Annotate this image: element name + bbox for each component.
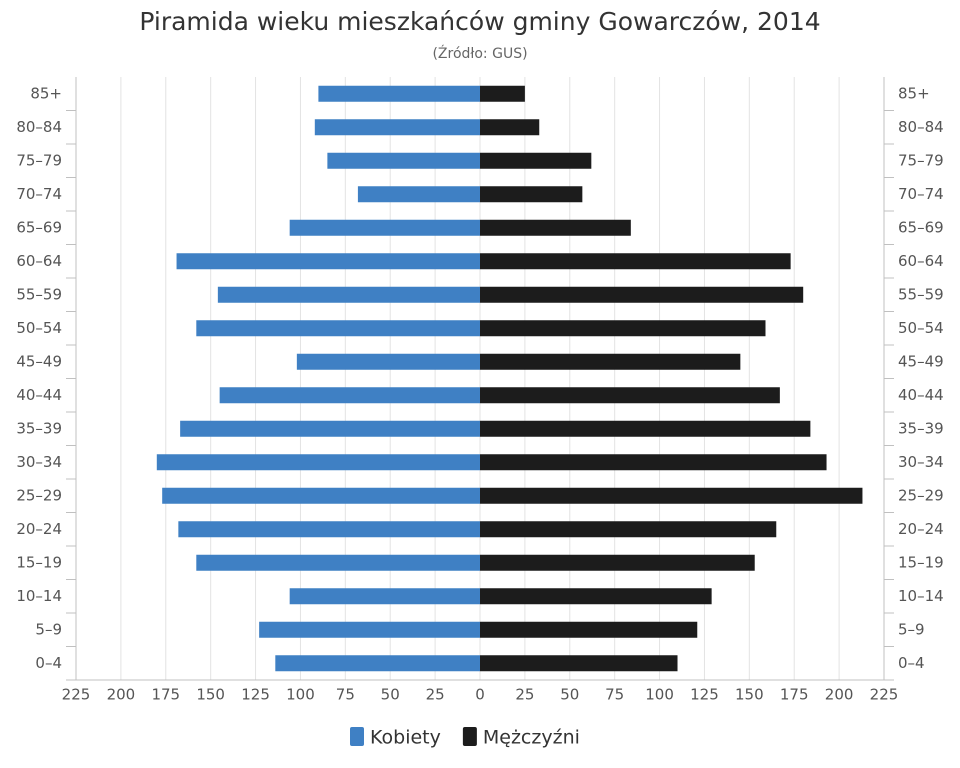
x-tick-label: 225 [62, 686, 91, 704]
bar [480, 420, 811, 437]
y-tick-label: 5–9 [35, 620, 62, 638]
y-tick-label: 15–19 [16, 553, 62, 571]
bar [275, 655, 480, 672]
bar [327, 152, 480, 169]
legend-label: Kobiety [370, 727, 441, 749]
bar [156, 454, 481, 471]
x-tick-label: 75 [605, 686, 624, 704]
y-tick-label: 30–34 [898, 453, 944, 471]
bar [480, 85, 525, 102]
y-tick-label: 5–9 [898, 620, 925, 638]
x-tick-label: 175 [780, 686, 809, 704]
x-tick-label: 50 [560, 686, 579, 704]
y-tick-label: 10–14 [898, 587, 944, 605]
y-tick-label: 55–59 [898, 285, 944, 303]
bar [296, 353, 480, 370]
y-tick-label: 70–74 [16, 185, 62, 203]
y-tick-label: 20–24 [898, 520, 944, 538]
x-tick-label: 200 [825, 686, 854, 704]
y-tick-label: 50–54 [898, 319, 944, 337]
y-tick-label: 75–79 [16, 151, 62, 169]
x-tick-label: 100 [645, 686, 674, 704]
bar [480, 387, 780, 404]
y-tick-label: 75–79 [898, 151, 944, 169]
bar [219, 387, 480, 404]
bar [480, 152, 592, 169]
y-tick-label: 85+ [898, 84, 930, 102]
y-tick-label: 25–29 [16, 486, 62, 504]
bar [480, 186, 583, 203]
bar [480, 454, 827, 471]
bar [289, 588, 480, 605]
y-tick-label: 80–84 [16, 118, 62, 136]
y-tick-label: 45–49 [16, 352, 62, 370]
y-tick-label: 80–84 [898, 118, 944, 136]
y-tick-label: 35–39 [898, 419, 944, 437]
bar [289, 219, 480, 236]
bar [480, 219, 631, 236]
legend-label: Mężczyźni [483, 727, 580, 749]
y-tick-label: 0–4 [898, 654, 925, 672]
x-tick-label: 25 [515, 686, 534, 704]
x-tick-label: 150 [196, 686, 225, 704]
bar [162, 487, 481, 504]
y-tick-label: 50–54 [16, 319, 62, 337]
legend-swatch [350, 727, 364, 746]
bar [178, 521, 480, 538]
x-tick-label: 100 [286, 686, 315, 704]
y-tick-label: 10–14 [16, 587, 62, 605]
y-tick-label: 60–64 [898, 252, 944, 270]
bar [480, 119, 540, 136]
y-tick-label: 55–59 [16, 285, 62, 303]
chart-title: Piramida wieku mieszkańców gminy Gowarcz… [139, 7, 820, 36]
y-tick-label: 35–39 [16, 419, 62, 437]
bar [314, 119, 480, 136]
y-tick-label: 15–19 [898, 553, 944, 571]
bar [480, 588, 712, 605]
y-tick-label: 60–64 [16, 252, 62, 270]
y-tick-label: 45–49 [898, 352, 944, 370]
bar [480, 487, 863, 504]
bar [480, 286, 804, 303]
legend-swatch [462, 727, 477, 746]
y-tick-label: 70–74 [898, 185, 944, 203]
bar [318, 85, 480, 102]
y-tick-label: 0–4 [35, 654, 62, 672]
x-tick-label: 25 [426, 686, 445, 704]
y-tick-label: 20–24 [16, 520, 62, 538]
bar [480, 554, 755, 571]
bar [480, 320, 766, 337]
bar [480, 521, 777, 538]
x-tick-label: 125 [241, 686, 270, 704]
bar [196, 320, 480, 337]
y-tick-label: 40–44 [898, 386, 944, 404]
bar [480, 621, 698, 638]
y-tick-label: 65–69 [898, 218, 944, 236]
x-tick-label: 200 [107, 686, 136, 704]
y-tick-label: 40–44 [16, 386, 62, 404]
bar [480, 253, 791, 270]
bar [357, 186, 480, 203]
y-tick-label: 30–34 [16, 453, 62, 471]
bar [196, 554, 480, 571]
chart-subtitle: (Źródło: GUS) [432, 44, 527, 62]
y-tick-label: 85+ [30, 84, 62, 102]
bar [259, 621, 480, 638]
y-tick-label: 65–69 [16, 218, 62, 236]
x-tick-label: 125 [690, 686, 719, 704]
x-tick-label: 225 [870, 686, 899, 704]
x-tick-label: 0 [475, 686, 485, 704]
x-tick-label: 50 [381, 686, 400, 704]
y-tick-label: 25–29 [898, 486, 944, 504]
x-tick-label: 150 [735, 686, 764, 704]
bar [480, 655, 678, 672]
bar [480, 353, 741, 370]
x-tick-label: 75 [336, 686, 355, 704]
bar [180, 420, 481, 437]
bar [176, 253, 480, 270]
bar [217, 286, 481, 303]
x-tick-label: 175 [151, 686, 180, 704]
